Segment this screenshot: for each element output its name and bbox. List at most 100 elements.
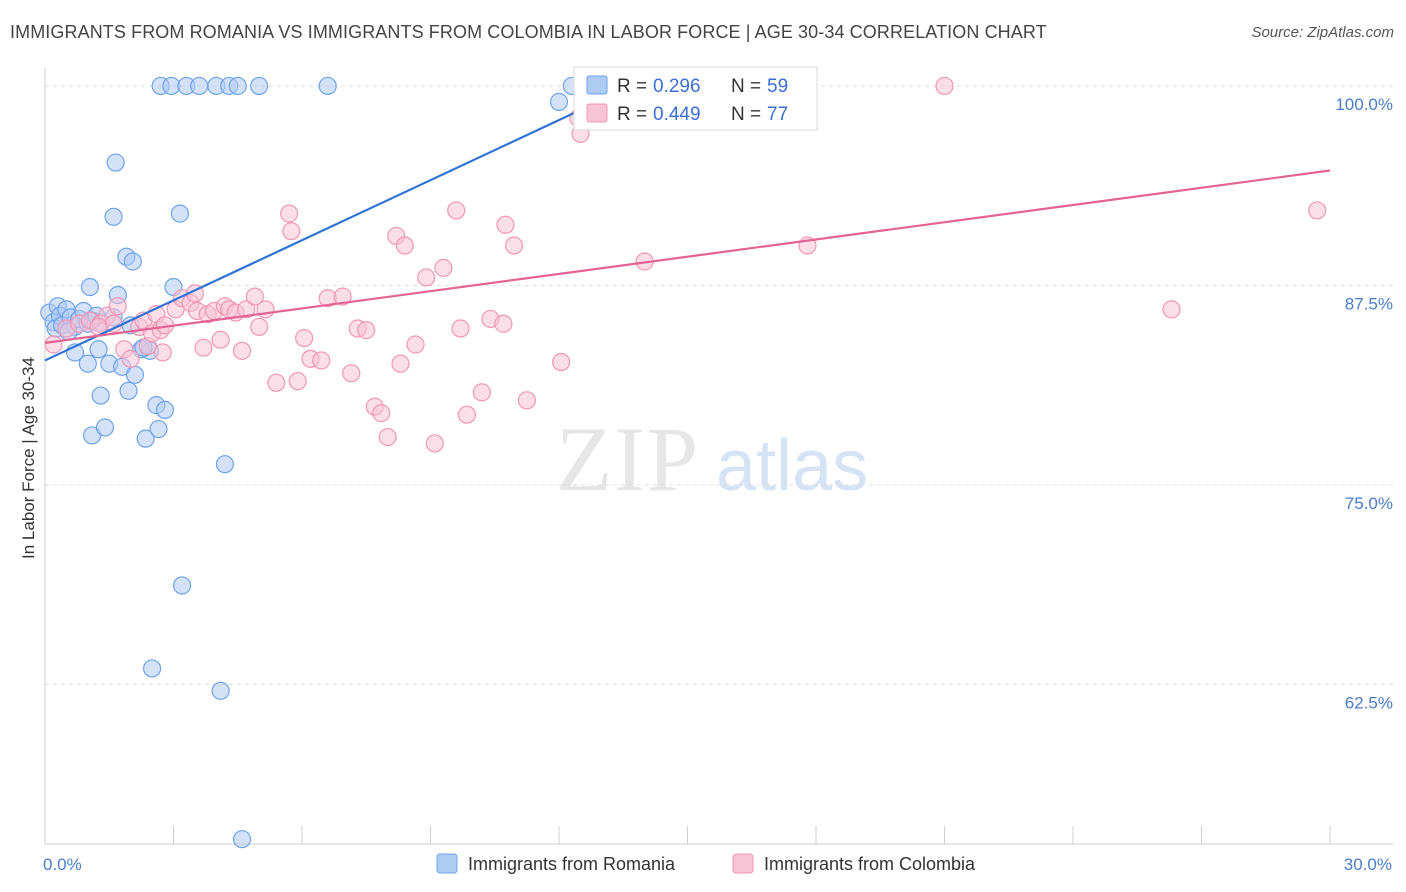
trend-lines [44,68,1331,362]
colombia-point-47 [372,404,391,423]
romania-point-24 [104,207,123,226]
legend-r-label-romania: R = [617,76,647,97]
colombia-point-74 [1308,201,1327,220]
romania-point-37 [149,419,168,439]
gridlines [45,85,1393,685]
colombia-point-72 [935,76,954,96]
y-tick-label-0: 100.0% [1335,95,1393,114]
colombia-point-7 [108,297,127,316]
colombia-point-52 [406,335,425,354]
y-axis-label: In Labor Force | Age 30-34 [19,357,38,559]
colombia-point-25 [211,330,230,349]
romania-point-25 [106,153,125,172]
romania-point-54 [549,92,569,111]
top-legend: R = 0.296 N = 59 R = 0.449 N = 77 [573,66,818,131]
colombia-point-36 [282,222,301,241]
colombia-point-50 [395,236,414,255]
y-tick-label-1: 87.5% [1345,294,1393,313]
legend-r-label-colombia: R = [617,104,647,125]
romania-point-17 [78,354,97,373]
legend-swatch-colombia [586,103,608,123]
romania-point-43 [172,576,192,595]
romania-point-48 [215,455,234,474]
series-colombia [44,76,1327,453]
romania-point-18 [80,277,100,297]
bottom-legend-label-colombia: Immigrants from Colombia [764,854,976,874]
y-tick-label-2: 75.0% [1345,494,1393,513]
romania-point-20 [89,340,108,359]
romania-trend-line [44,68,667,362]
legend-r-value-romania: 0.296 [653,76,701,97]
colombia-trend-line [44,169,1331,344]
colombia-point-57 [451,319,470,338]
colombia-point-34 [267,373,286,392]
colombia-point-62 [496,215,515,234]
colombia-point-54 [425,434,444,453]
colombia-point-16 [153,343,172,362]
bottom-legend-label-romania: Immigrants from Romania [468,854,676,874]
colombia-point-59 [472,383,491,402]
legend-n-value-colombia: 77 [767,104,788,125]
series-romania [40,76,581,849]
source-label: Source: ZipAtlas.com [1251,24,1394,41]
legend-n-label-colombia: N = [731,104,761,125]
colombia-point-30 [237,300,256,319]
chart-title: IMMIGRANTS FROM ROMANIA VS IMMIGRANTS FR… [10,22,1047,42]
romania-point-30 [123,252,142,271]
watermark-zip: ZIP [556,408,700,510]
y-tick-label-3: 62.5% [1345,693,1393,712]
colombia-point-55 [434,258,453,277]
romania-point-33 [136,429,155,448]
romania-point-35 [142,659,162,678]
romania-point-31 [125,365,145,384]
colombia-point-42 [333,287,352,306]
colombia-point-45 [357,321,376,340]
legend-r-value-colombia: 0.449 [653,104,701,125]
colombia-point-0 [44,335,63,354]
romania-point-47 [211,681,230,700]
colombia-point-31 [245,287,264,306]
colombia-point-73 [1162,300,1181,319]
legend-n-label-romania: N = [731,76,761,97]
colombia-point-38 [295,328,314,348]
colombia-point-58 [457,405,477,424]
romania-point-45 [190,76,209,96]
romania-point-50 [228,76,247,96]
colombia-point-43 [342,364,361,383]
colombia-point-40 [312,351,331,370]
colombia-point-29 [232,341,252,360]
bottom-legend-swatch-romania [436,853,458,874]
y-tick-labels: 100.0% 87.5% 75.0% 62.5% [1335,95,1393,712]
colombia-point-33 [256,300,275,319]
x-tick-right: 30.0% [1344,855,1392,874]
x-tick-left: 0.0% [43,855,82,874]
legend-n-value-romania: 59 [767,76,788,97]
romania-point-42 [170,204,190,223]
romania-point-39 [155,400,175,420]
colombia-point-32 [250,317,269,337]
watermark-atlas: atlas [716,426,868,506]
romania-point-51 [232,830,252,849]
bottom-legend: Immigrants from Romania Immigrants from … [436,853,976,874]
colombia-point-65 [552,352,571,372]
colombia-point-35 [280,204,299,223]
axes [44,68,1393,845]
romania-point-52 [250,76,269,96]
bottom-legend-swatch-colombia [732,853,754,874]
colombia-point-48 [378,427,397,447]
legend-box [573,66,818,131]
romania-point-29 [119,381,138,400]
colombia-point-63 [504,236,524,255]
romania-point-53 [318,76,337,96]
legend-swatch-romania [586,75,608,95]
romania-point-21 [91,386,110,405]
romania-point-22 [95,418,115,437]
colombia-point-56 [447,201,466,220]
colombia-point-22 [194,338,213,357]
colombia-point-53 [417,268,436,287]
colombia-point-51 [391,354,410,373]
colombia-point-61 [494,314,513,333]
colombia-point-64 [517,391,536,410]
colombia-point-9 [121,349,140,368]
